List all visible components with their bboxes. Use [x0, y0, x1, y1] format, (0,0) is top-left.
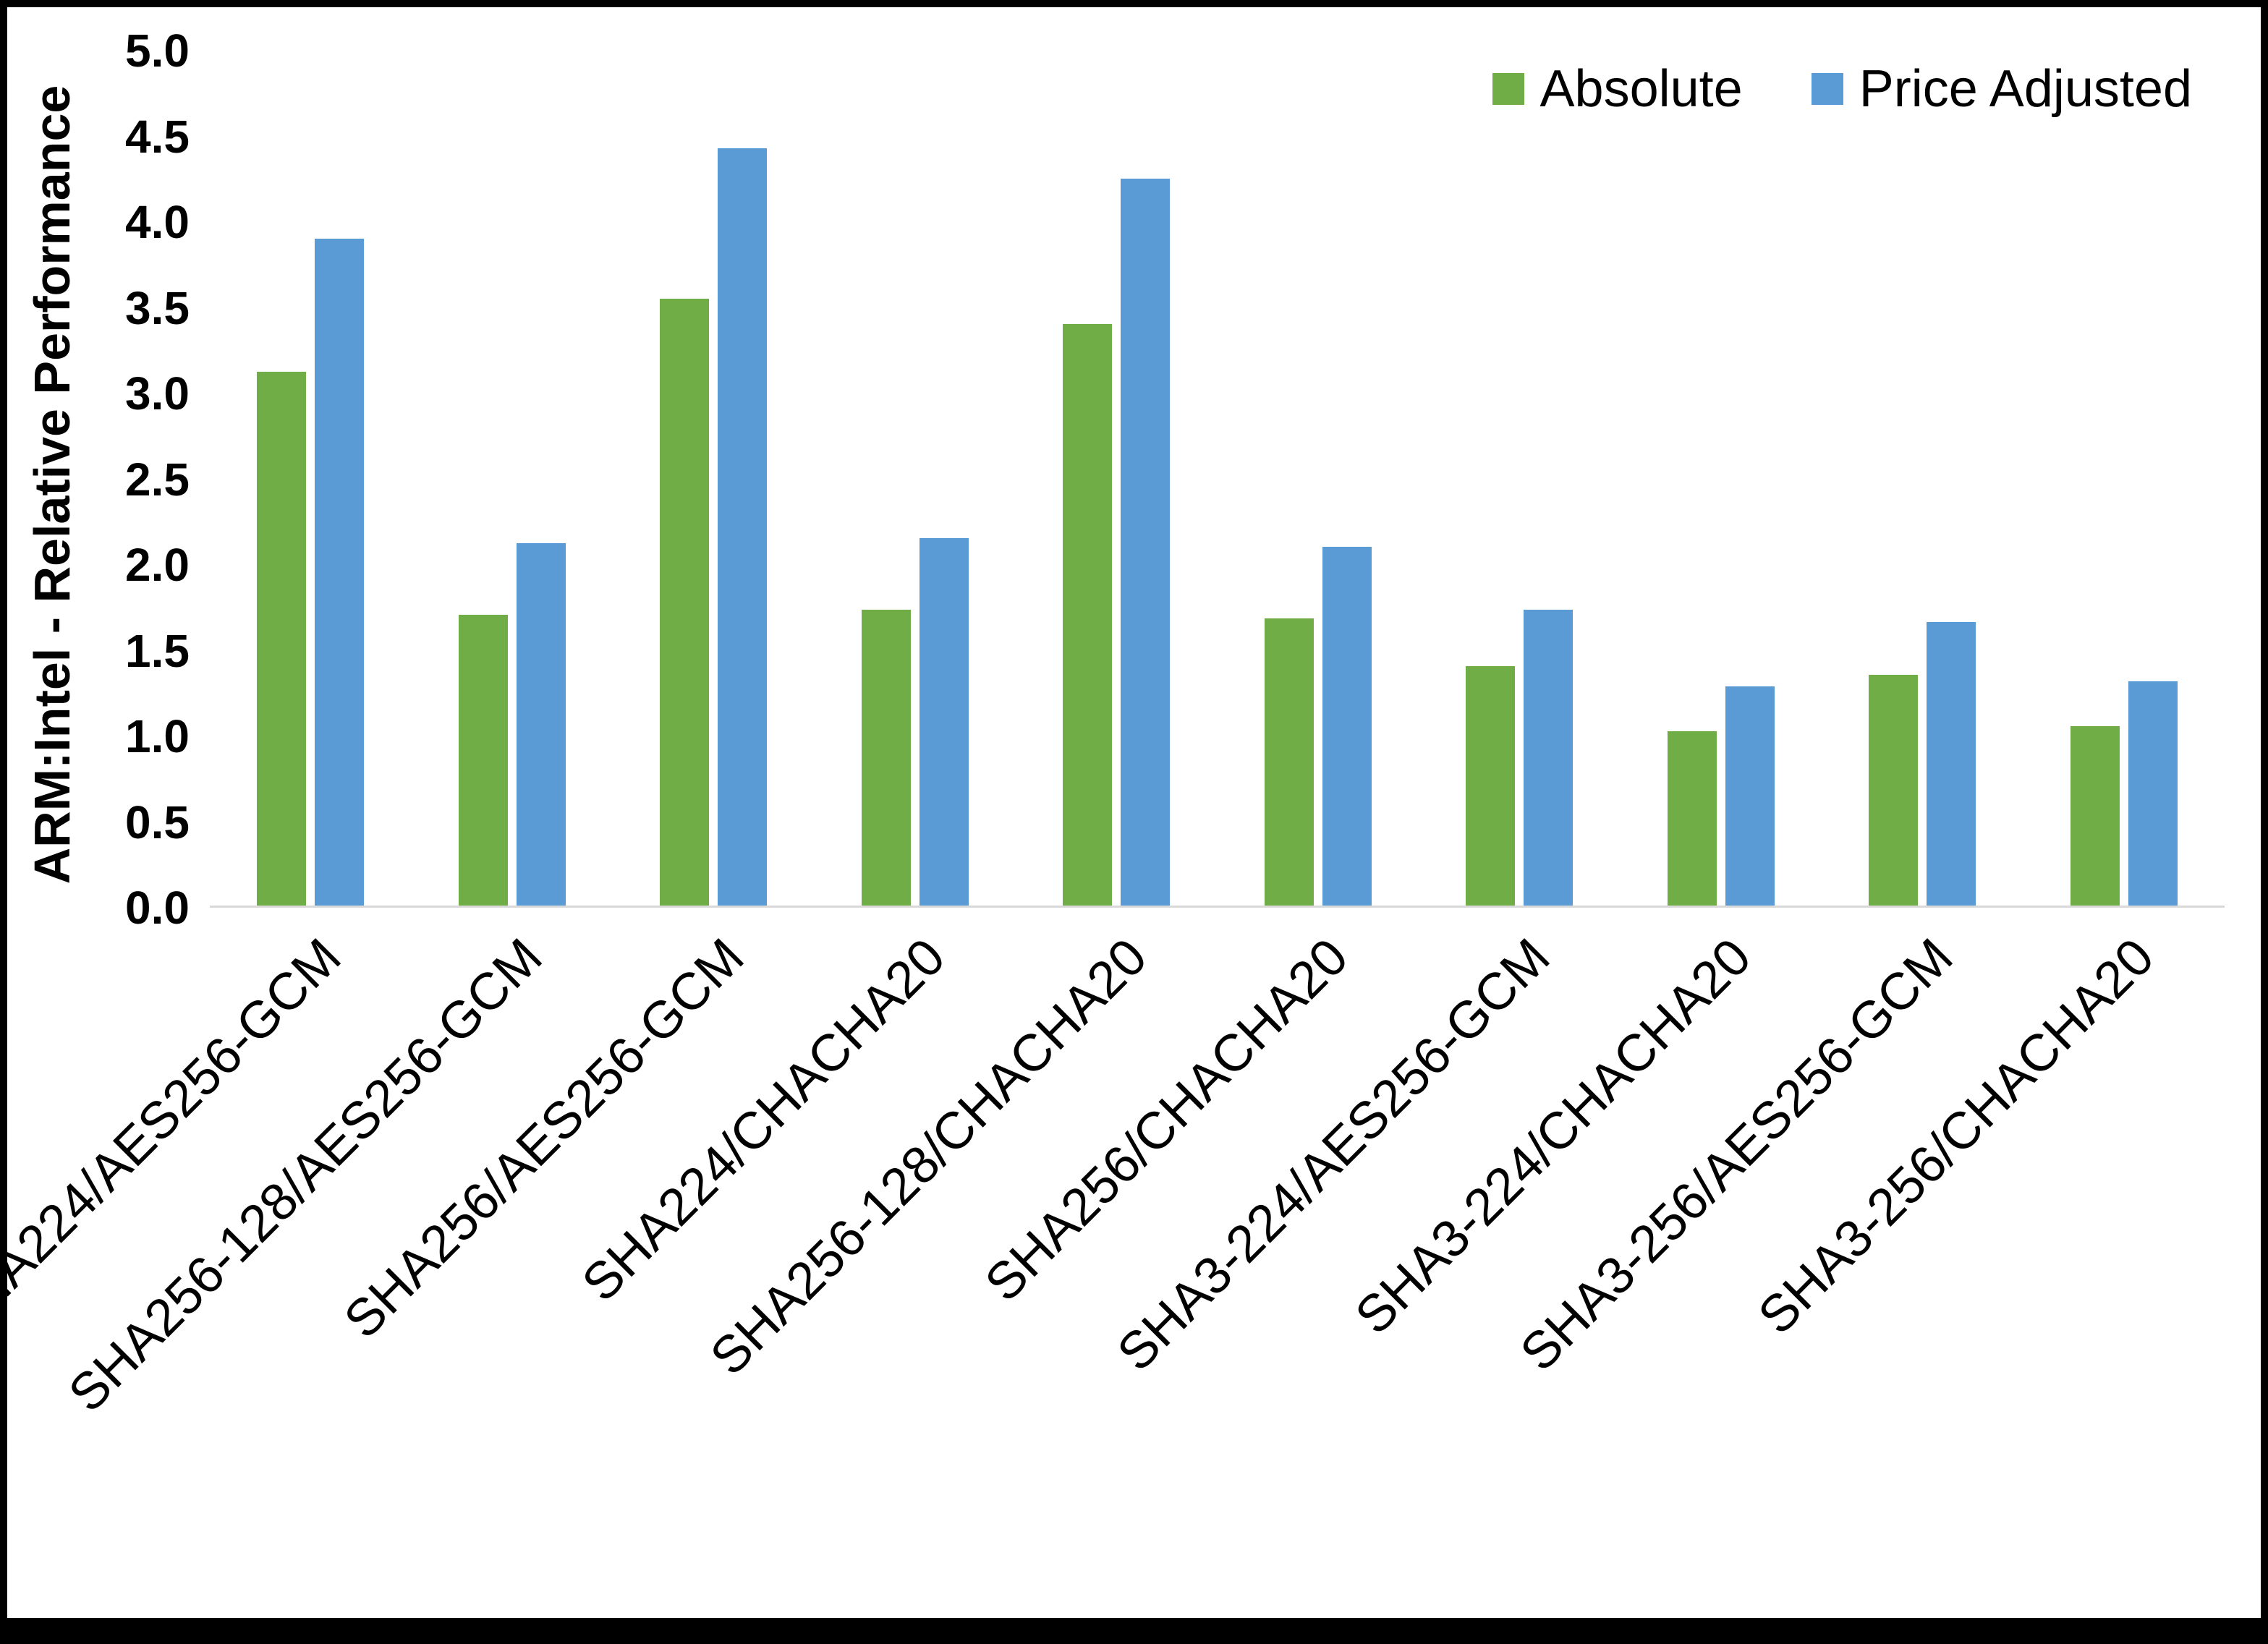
legend-swatch-icon	[1492, 73, 1524, 105]
y-tick-label: 2.5	[125, 453, 190, 506]
bar-absolute	[1869, 674, 1919, 906]
bar-absolute	[1466, 666, 1516, 906]
y-tick-label: 3.5	[125, 281, 190, 334]
plot-area: Absolute Price Adjusted SHA224/AES256-GCM…	[0, 51, 2225, 1423]
bar-group	[660, 51, 768, 906]
y-tick-label: 5.0	[125, 25, 190, 77]
y-tick-label: 0.5	[125, 796, 190, 848]
legend-label: Price Adjusted	[1859, 60, 2192, 118]
bar-absolute	[861, 610, 911, 906]
x-category-label: SHA256/AES256-GCM	[333, 927, 755, 1350]
bar-groups	[210, 51, 2225, 906]
y-tick-label: 4.0	[125, 196, 190, 248]
bar-price-adjusted	[1725, 686, 1775, 906]
bar-price-adjusted	[516, 542, 566, 906]
x-category-label: SHA224/CHACHA20	[572, 927, 957, 1313]
x-axis-labels: SHA224/AES256-GCM SHA256-128/AES256-GCM SH…	[0, 906, 2225, 1499]
bar-price-adjusted	[718, 148, 768, 906]
bar-absolute	[2070, 725, 2120, 906]
bar-absolute	[1063, 324, 1113, 906]
legend-item: Absolute	[1492, 59, 1743, 119]
bar-group	[458, 51, 566, 906]
bar-absolute	[660, 298, 710, 906]
bar-price-adjusted	[1121, 179, 1171, 906]
bar-chart: ARM:Intel - Relative Performance 5.0 4.5 4…	[0, 7, 2261, 1618]
x-category-label: SHA256/CHACHA20	[974, 927, 1360, 1313]
legend: Absolute Price Adjusted	[1492, 59, 2192, 119]
bar-absolute	[1264, 618, 1314, 906]
legend-item: Price Adjusted	[1811, 59, 2192, 119]
bar-group	[861, 51, 969, 906]
bar-group	[1667, 51, 1775, 906]
bar-price-adjusted	[1524, 610, 1573, 906]
y-tick-label: 0.0	[125, 882, 190, 934]
bar-group	[1869, 51, 1976, 906]
bar-price-adjusted	[315, 239, 365, 906]
legend-swatch-icon	[1811, 73, 1843, 105]
bar-group	[2070, 51, 2178, 906]
bar-price-adjusted	[1927, 621, 1976, 906]
bar-absolute	[458, 615, 508, 906]
bar-group	[257, 51, 365, 906]
bar-absolute	[257, 372, 307, 906]
x-category-label: SHA3-224/CHACHA20	[1344, 927, 1763, 1345]
bar-group	[1063, 51, 1171, 906]
bar-price-adjusted	[1322, 546, 1372, 906]
y-tick-label: 2.0	[125, 539, 190, 591]
y-axis-ticks: 5.0 4.5 4.0 3.5 3.0 2.5 2.0 1.5 1.0 0.5 0.0	[101, 25, 210, 934]
bar-absolute	[1667, 731, 1717, 906]
bar-price-adjusted	[919, 537, 969, 906]
x-category-label: SHA3-256/CHACHA20	[1747, 927, 2166, 1345]
legend-label: Absolute	[1539, 60, 1743, 118]
bar-price-adjusted	[2128, 681, 2178, 906]
bar-group	[1466, 51, 1573, 906]
y-tick-label: 1.0	[125, 710, 190, 762]
y-tick-label: 1.5	[125, 624, 190, 677]
y-tick-label: 3.0	[125, 367, 190, 419]
y-tick-label: 4.5	[125, 110, 190, 163]
bar-group	[1264, 51, 1372, 906]
y-axis-title: ARM:Intel - Relative Performance	[24, 85, 80, 885]
chart-body: 5.0 4.5 4.0 3.5 3.0 2.5 2.0 1.5 1.0 0.5 0.0 Absolu…	[0, 25, 2225, 1423]
